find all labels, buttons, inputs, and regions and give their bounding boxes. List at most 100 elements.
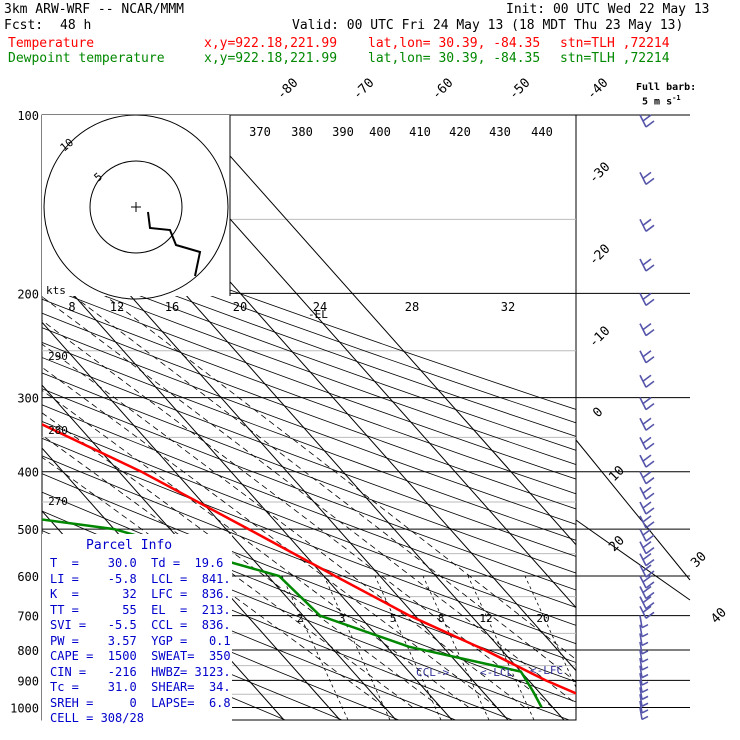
parcel-info-row: TT = 55 EL = 213.: [50, 602, 231, 617]
wind-barb-flag: [645, 403, 655, 411]
hodograph-units: kts: [46, 284, 66, 297]
theta-label: 410: [409, 125, 431, 139]
dry-adiabat: [42, 571, 399, 721]
isotherm-line: [42, 258, 453, 721]
theta-label: 400: [369, 125, 391, 139]
wind-barb-flag: [645, 591, 655, 600]
isotherm-label-top: -50: [506, 76, 533, 103]
wind-barb-flag: [642, 436, 652, 444]
wind-barb-flag: [642, 397, 652, 405]
isotherm-label-right: 20: [606, 533, 628, 555]
wind-barb-flag: [642, 552, 652, 561]
isotherm-label-right: -10: [586, 324, 613, 351]
isotherm-label-top: -40: [584, 76, 611, 103]
wind-barb-flag: [641, 695, 649, 701]
theta-label: 440: [531, 125, 553, 139]
wind-barb-flag: [642, 218, 652, 226]
theta-left-label: 270: [48, 495, 68, 508]
hodograph-ring-outer: [43, 114, 229, 300]
wind-barb-flag: [642, 417, 652, 425]
wind-barb-flag: [645, 380, 655, 388]
el-marker: -EL: [308, 308, 328, 321]
parcel-info-row: SVI = -5.5 CCL = 836.: [50, 618, 231, 632]
wind-barb-flag: [645, 120, 655, 128]
wind-barb-flag: [645, 521, 655, 529]
wind-barb-staff: [639, 615, 643, 628]
wind-barb-flag: [645, 570, 655, 578]
mixing-ratio-label: 2: [297, 612, 304, 625]
model-title: 3km ARW-WRF -- NCAR/MMM: [4, 2, 185, 17]
isotherm-line: [193, 115, 576, 546]
wind-barb-flag: [641, 666, 649, 671]
temperature-curve: [42, 423, 576, 695]
parcel-info-row: T = 30.0 Td = 19.6: [50, 556, 224, 570]
wind-barb-flag: [642, 350, 652, 358]
isotherm-line: [42, 384, 341, 721]
pressure-label: 900: [17, 674, 39, 688]
forecast-label: Fcst:: [4, 18, 44, 33]
wind-barb-flag: [641, 688, 649, 694]
wind-barb-flag: [645, 611, 655, 619]
wind-barb-flag: [645, 442, 655, 450]
valid-time: Valid: 00 UTC Fri 24 May 13 (18 MDT Thu …: [292, 18, 684, 33]
temperature-latlon: lat,lon= 30.39, -84.35: [368, 36, 541, 51]
wind-barb-flag: [642, 575, 652, 583]
isotherm-extension: [575, 439, 691, 581]
wind-barb-flag: [641, 650, 649, 655]
moist-adiabat: [101, 292, 576, 660]
isotherm-line: [42, 321, 397, 721]
moist-adiabat: [42, 319, 554, 708]
lcl-marker: <-LCL: [480, 666, 513, 679]
isotherm-label-top: -80: [274, 76, 301, 103]
wind-barb-flag: [641, 702, 649, 707]
wind-barb-staff: [639, 694, 643, 707]
pressure-label: 1000: [10, 701, 39, 715]
wind-barb-staff: [639, 501, 647, 515]
dewpoint-legend: Dewpoint temperature: [8, 51, 165, 66]
isotherm-label-right: 30: [688, 549, 710, 571]
wind-barb-flag: [642, 171, 652, 180]
mixing-ratio-line: [281, 575, 349, 721]
wind-barb-flag: [641, 623, 649, 629]
wind-barb-flag: [641, 709, 649, 714]
dewpoint-xy: x,y=922.18,221.99: [204, 51, 338, 66]
wind-barb-flag: [641, 632, 649, 638]
wind-barb-flag: [641, 681, 649, 686]
wind-barb-flag: [642, 323, 652, 331]
dry-adiabat: [42, 312, 576, 510]
pressure-label: 300: [17, 392, 39, 406]
wind-barb-flag: [642, 258, 652, 266]
mixing-ratio-label: 5: [390, 612, 397, 625]
wind-barb-staff: [639, 657, 643, 671]
parcel-info-row: SREH = 0 LAPSE= 6.8: [50, 695, 231, 710]
wind-barb-staff: [639, 624, 643, 637]
mixing-ratio-label: 12: [479, 612, 492, 625]
wind-barb-flag: [645, 492, 655, 500]
theta-label: 420: [449, 125, 471, 139]
hodograph-trace: [147, 211, 202, 277]
isotherm-label-top: -60: [429, 76, 456, 103]
wind-barb-flag: [642, 564, 652, 572]
wind-barb-flag: [642, 595, 652, 604]
wind-barb-flag: [641, 715, 649, 721]
pressure-label: 200: [17, 287, 39, 301]
mixing-ratio-line: [374, 575, 442, 721]
speed-label: 20: [233, 300, 247, 314]
dry-adiabat: [42, 437, 576, 645]
pressure-label: 400: [17, 466, 39, 480]
speed-label: 12: [110, 300, 124, 314]
barb-legend-value: 5 m s-1: [642, 94, 681, 108]
theta-label: 380: [291, 125, 313, 139]
pressure-label: 500: [17, 523, 39, 537]
dewpoint-latlon: lat,lon= 30.39, -84.35: [368, 51, 541, 66]
wind-barb-flag: [645, 264, 655, 272]
dry-adiabat: [42, 592, 343, 721]
parcel-info-row: PW = 3.57 YGP = 0.1: [50, 633, 231, 648]
dry-adiabat: [42, 258, 576, 451]
theta-label: 370: [249, 125, 271, 139]
wind-barb-flag: [645, 329, 655, 337]
moist-adiabat: [42, 366, 498, 708]
moist-adiabat: [42, 296, 576, 705]
wind-barb-flag: [645, 507, 655, 515]
